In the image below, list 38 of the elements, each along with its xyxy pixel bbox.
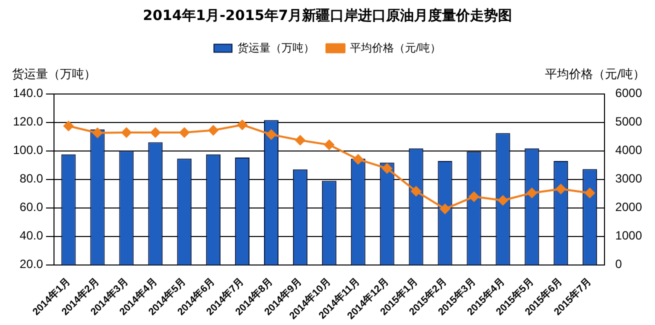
y2-tick-label: 2000 bbox=[615, 200, 642, 214]
point bbox=[237, 120, 248, 130]
point bbox=[64, 121, 74, 131]
point bbox=[498, 195, 508, 206]
point bbox=[150, 128, 160, 138]
point bbox=[92, 128, 102, 138]
y-tick-label: 140.0 bbox=[13, 86, 44, 100]
point bbox=[295, 135, 306, 146]
point bbox=[526, 188, 537, 198]
point bbox=[440, 204, 450, 214]
y-axis-title: 货运量（万吨） bbox=[12, 66, 96, 83]
point bbox=[121, 128, 132, 138]
y-tick-label: 80.0 bbox=[20, 172, 44, 186]
y2-tick-label: 0 bbox=[615, 257, 622, 272]
point bbox=[208, 125, 218, 136]
y-tick-label: 60.0 bbox=[20, 200, 44, 214]
y2-tick-label: 1000 bbox=[615, 228, 642, 243]
point bbox=[324, 140, 334, 150]
y2-tick-label: 3000 bbox=[615, 172, 642, 186]
legend-label: 平均价格（元/吨） bbox=[350, 41, 442, 54]
point bbox=[382, 163, 392, 174]
point bbox=[411, 186, 422, 196]
y2-tick-label: 4000 bbox=[615, 143, 642, 158]
point bbox=[179, 128, 190, 138]
point bbox=[556, 184, 566, 194]
y2-axis-title: 平均价格（元/吨） bbox=[544, 66, 645, 83]
y2-tick-label: 5000 bbox=[615, 114, 642, 129]
legend-label: 货运量（万吨） bbox=[237, 41, 314, 54]
point bbox=[353, 154, 364, 164]
y-tick-label: 40.0 bbox=[20, 228, 44, 243]
y2-tick-label: 6000 bbox=[615, 86, 642, 100]
point bbox=[468, 192, 479, 202]
y-tick-label: 20.0 bbox=[20, 257, 44, 272]
point bbox=[584, 188, 595, 198]
y-tick-label: 120.0 bbox=[13, 114, 44, 129]
chart-title: 2014年1月-2015年7月新疆口岸进口原油月度量价走势图 bbox=[142, 7, 512, 24]
point bbox=[266, 130, 276, 140]
y-tick-label: 100.0 bbox=[13, 143, 44, 158]
